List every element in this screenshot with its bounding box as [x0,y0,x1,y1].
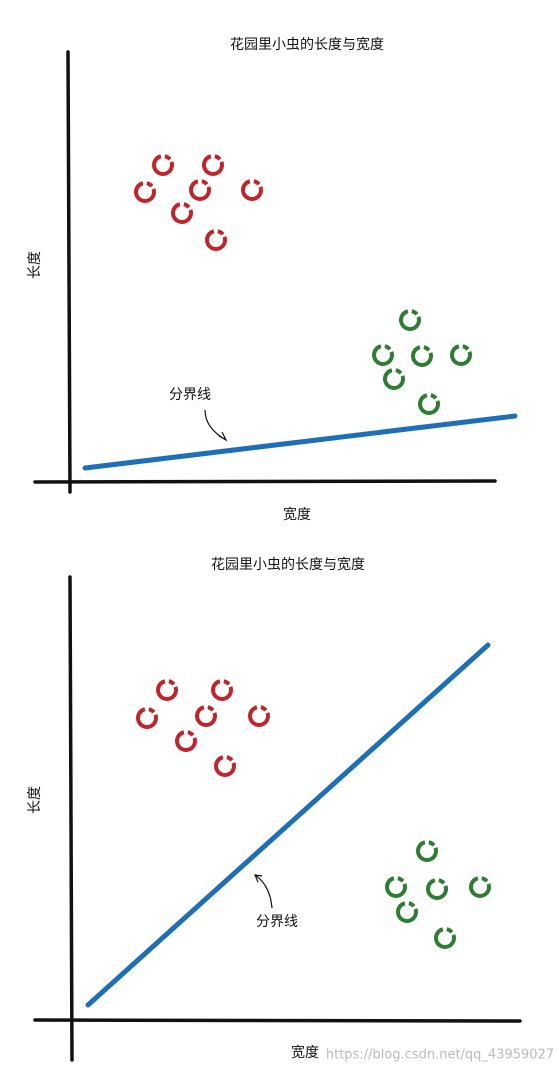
red-circle [136,707,158,729]
y-label: 长度 [27,786,43,814]
green-circle [411,345,433,367]
green-circle [450,344,472,366]
green-circle [372,344,394,366]
red-circle [134,181,156,203]
green-group [385,840,491,949]
x-label: 宽度 [283,506,311,523]
y-label: 长度 [27,251,43,279]
green-circle [426,878,448,900]
red-circle [214,755,236,777]
title: 花园里小虫的长度与宽度 [211,556,365,573]
green-circle [383,368,405,390]
red-circle [248,705,270,727]
arrow [204,409,228,442]
red-circle [205,229,227,251]
line-label: 分界线 [256,914,298,930]
red-circle [156,679,178,701]
red-circle [175,730,197,752]
green-circle [399,309,421,331]
green-circle [396,901,418,923]
green-circle [385,876,407,898]
x-axis [33,1018,522,1023]
red-group [134,154,263,251]
line-label: 分界线 [169,387,211,403]
red-circle [152,154,174,176]
red-circle [171,202,193,224]
green-circle [434,927,456,949]
green-circle [469,876,491,898]
separator-line [85,642,491,1008]
panel: 花园里小虫的长度与宽度 长度 宽度 分界线 [27,36,518,523]
title: 花园里小虫的长度与宽度 [230,36,384,53]
green-group [372,309,472,415]
red-circle [189,179,211,201]
watermark: https://blog.csdn.net/qq_43959027 [326,1048,554,1063]
red-group [136,679,270,777]
green-circle [416,840,438,862]
red-circle [195,705,217,727]
x-label: 宽度 [291,1044,319,1061]
green-circle [418,393,440,415]
y-axis [66,50,72,494]
x-axis [33,479,497,484]
red-circle [202,154,224,176]
arrow [254,874,273,909]
red-circle [241,179,263,201]
panel: 花园里小虫的长度与宽度 长度 宽度 分界线 [27,556,522,1062]
red-circle [211,679,233,701]
separator-line [82,413,518,471]
y-axis [68,575,74,1062]
